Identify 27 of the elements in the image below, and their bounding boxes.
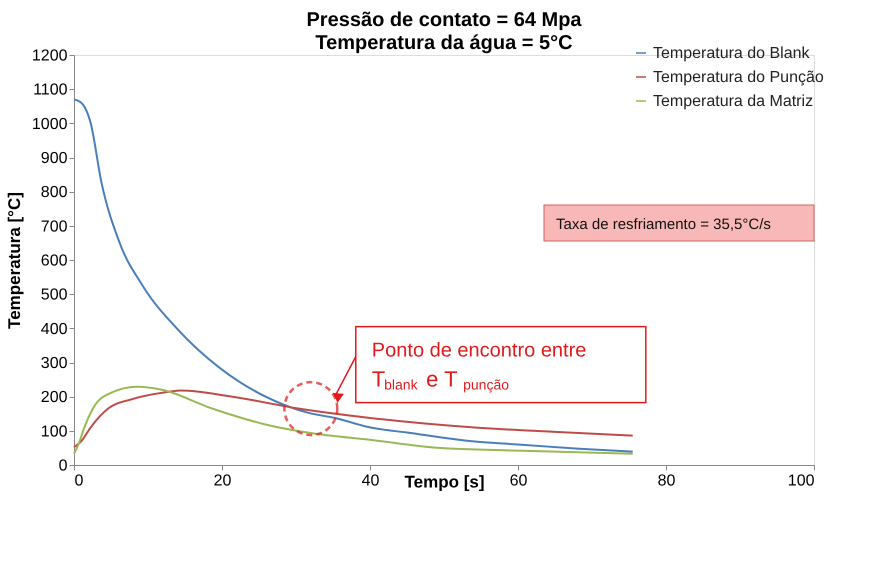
- y-tick-label: 1100: [33, 82, 68, 99]
- y-tick-label: 400: [40, 320, 68, 338]
- y-tick-label: 900: [40, 150, 68, 167]
- x-tick-label: 0: [74, 472, 84, 490]
- y-tick-label: 1200: [32, 48, 68, 64]
- y-tick-label: 700: [40, 218, 68, 236]
- legend-label: Temperatura da Matriz: [653, 93, 814, 110]
- legend-label: Temperatura do Blank: [653, 45, 811, 62]
- chart-subtitle: Temperatura da água = 5°C: [315, 32, 573, 54]
- y-tick-label: 500: [40, 286, 68, 304]
- y-tick-label: 800: [40, 184, 68, 202]
- y-tick-label: 100: [40, 423, 68, 440]
- x-axis-title: Tempo [s]: [404, 472, 484, 492]
- y-tick-label: 200: [40, 389, 68, 406]
- x-tick-label: 60: [510, 472, 528, 490]
- x-tick-label: 20: [214, 472, 232, 490]
- chart-title: Pressão de contato = 64 Mpa: [306, 9, 582, 31]
- x-tick-label: 80: [658, 472, 676, 490]
- y-tick-label: 1000: [32, 116, 68, 133]
- x-tick-label: 40: [362, 472, 380, 490]
- legend-label: Temperatura do Punção: [653, 69, 824, 86]
- annotation: Taxa de resfriamento = 35,5°C/s: [556, 216, 771, 233]
- y-tick-label: 0: [58, 458, 68, 474]
- y-axis-title: Temperatura [°C]: [4, 192, 24, 329]
- y-tick-label: 600: [40, 252, 68, 270]
- y-tick-label: 300: [40, 355, 68, 372]
- x-tick-label: 100: [788, 472, 815, 490]
